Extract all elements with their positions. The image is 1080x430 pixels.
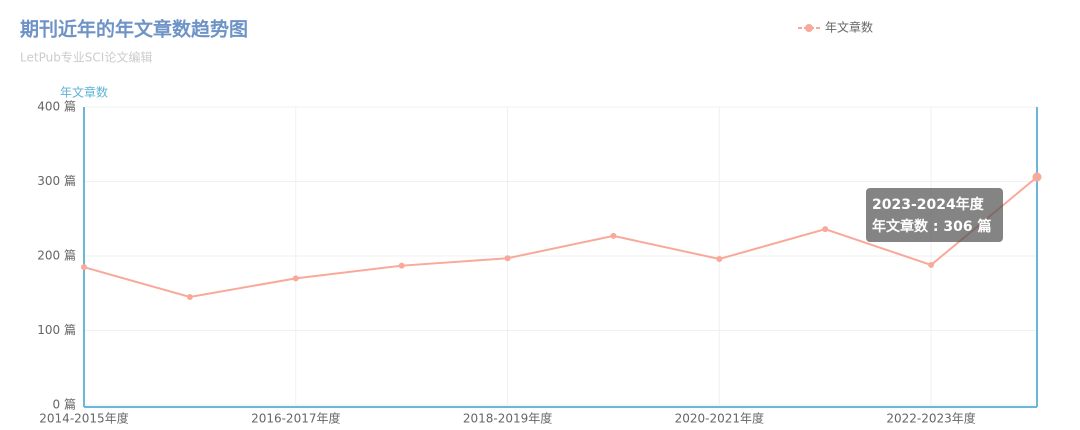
x-tick-label: 2018-2019年度: [463, 411, 552, 426]
y-axis-label: 年文章数: [60, 85, 108, 100]
point: [81, 264, 87, 271]
series-line: [83, 176, 1038, 298]
point: [186, 293, 193, 300]
x-tick-label: 2016-2017年度: [251, 411, 340, 426]
point: [292, 275, 299, 282]
point: [822, 226, 829, 233]
point: [716, 255, 723, 262]
tooltip-text: 年文章数 : 306 篇: [872, 218, 991, 235]
point: [610, 232, 617, 239]
y-tick-label: 0 篇: [53, 397, 76, 412]
x-tick-label: 2020-2021年度: [675, 411, 764, 426]
point: [504, 255, 511, 262]
legend-label: 年文章数: [825, 20, 873, 35]
tooltip-title: 2023-2024年度: [872, 196, 985, 213]
point: [928, 261, 935, 268]
tooltip-box: [866, 188, 1003, 242]
x-tick-label: 2014-2015年度: [39, 411, 128, 426]
y-tick-label: 100 篇: [37, 322, 76, 337]
y-tick-label: 300 篇: [37, 173, 76, 188]
y-tick-label: 200 篇: [37, 248, 76, 263]
point: [398, 262, 405, 269]
point: [1032, 172, 1042, 182]
legend-marker: [805, 24, 813, 32]
chart-title: 期刊近年的年文章数趋势图: [20, 18, 248, 41]
y-tick-label: 400 篇: [37, 99, 76, 114]
chart-subtitle: LetPub专业SCI论文编辑: [20, 50, 152, 65]
x-tick-label: 2022-2023年度: [886, 411, 975, 426]
